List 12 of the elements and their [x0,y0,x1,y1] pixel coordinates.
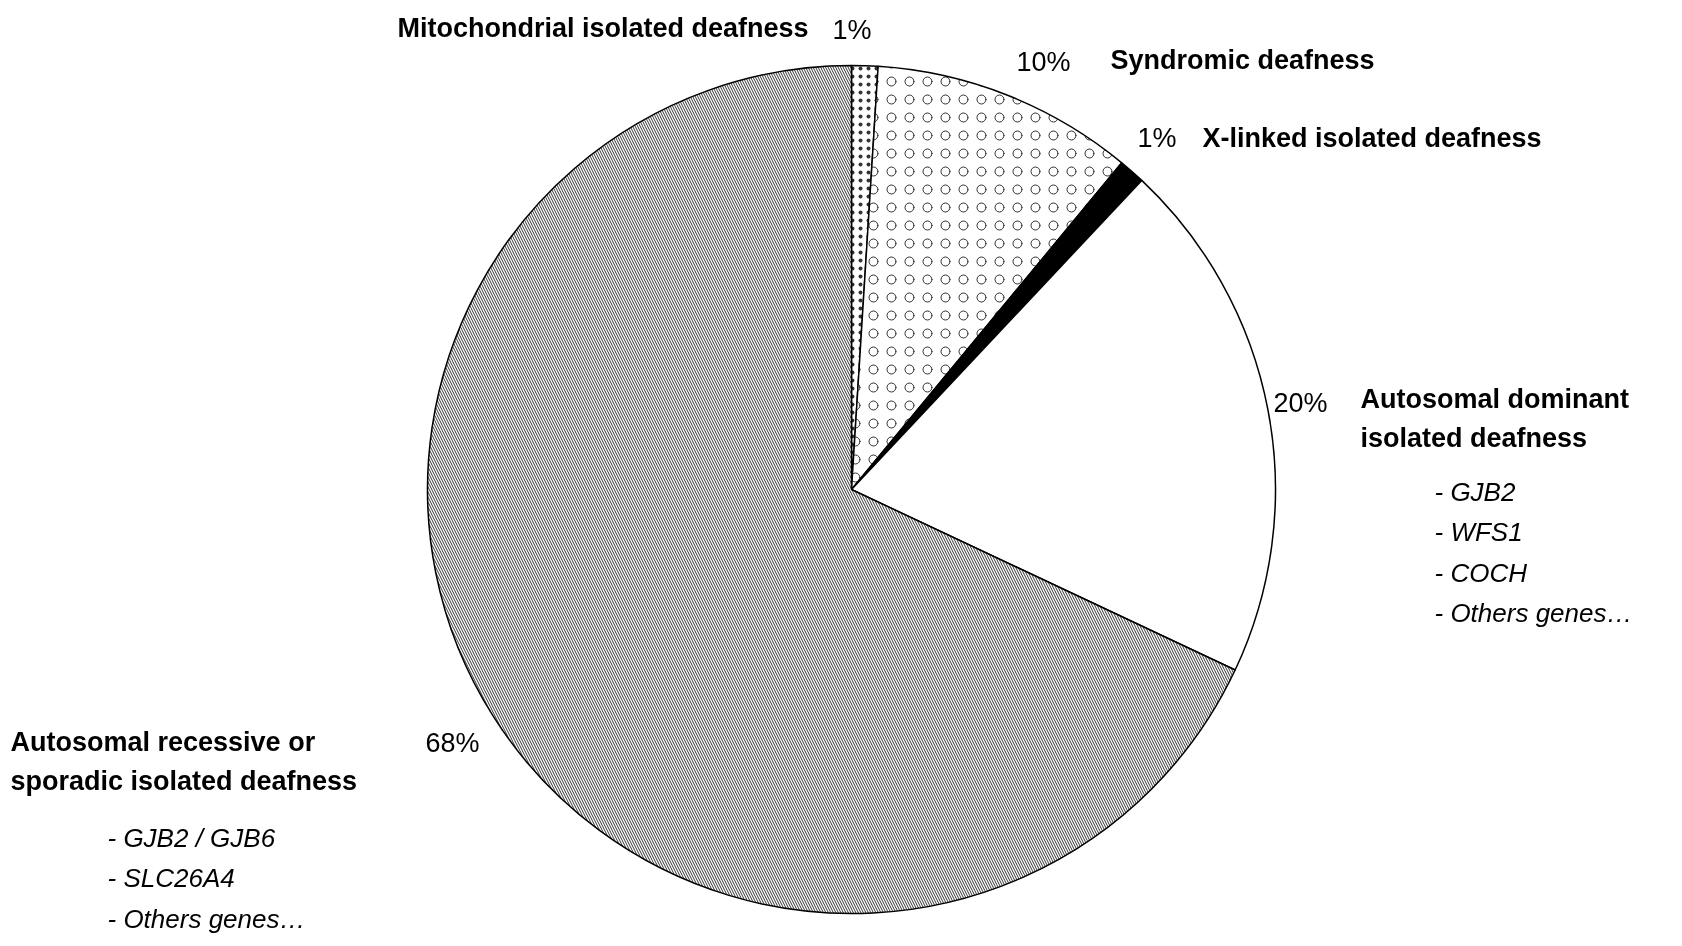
slice-label: Mitochondrial isolated deafness [397,12,809,43]
data-label: 10% [1016,46,1071,77]
slice-label: Autosomal recessive or sporadic isolated deafness [10,727,358,796]
data-label: 1% [832,14,872,45]
text: - GJB2 - WFS1 - COCH - Others genes… [1434,476,1633,628]
data-label: 68% [425,727,480,758]
slice-label: X-linked isolated deafness [1202,122,1542,153]
slice-label: Autosomal dominant isolated deafness [1360,384,1630,453]
data-label: 1% [1137,122,1177,153]
text: - GJB2 / GJB6 - SLC26A4 - Others genes… [107,822,306,934]
slice-label: Syndromic deafness [1110,44,1375,75]
data-label: 20% [1273,387,1328,418]
